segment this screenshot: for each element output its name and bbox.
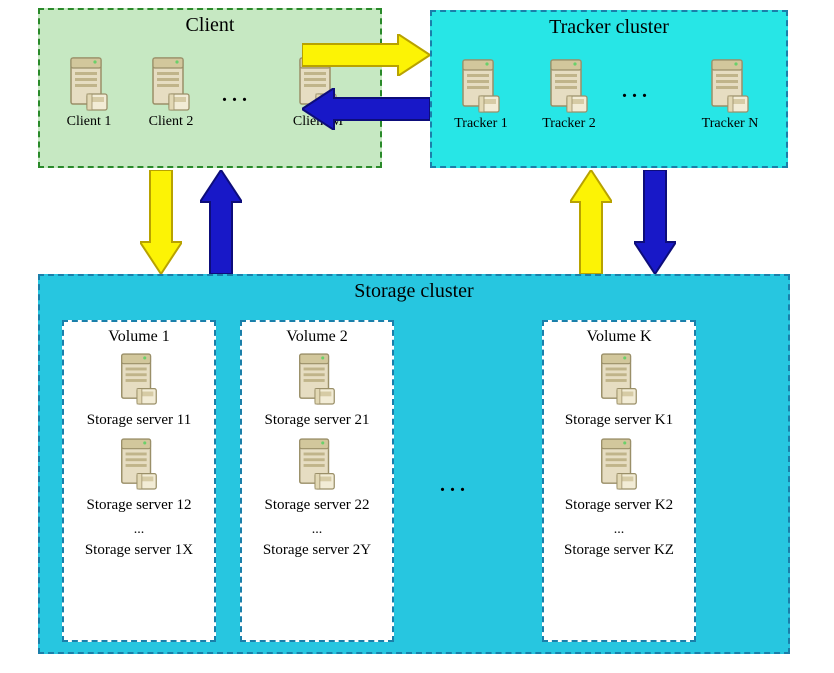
ellipsis: ... [544,522,694,538]
server-icon [457,58,505,116]
client-node-1: Client 1 [52,56,126,130]
volume-title: Volume 1 [64,328,214,346]
server-icon [116,437,162,493]
client-node-label: Client 1 [52,114,126,130]
tracker-cluster: Tracker cluster Tracker 1 Tracker 2 . . … [430,10,788,168]
volume-title: Volume K [544,328,694,346]
storage-server-label: Storage server 1X [64,542,214,559]
server-icon [545,58,593,116]
storage-server-label: Storage server 2Y [242,542,392,559]
arrow-tracker-to-storage [634,170,676,274]
server-icon [116,352,162,408]
volume-k: Volume K Storage server K1 Storage serve… [542,320,696,642]
ellipsis: ... [242,522,392,538]
server-icon [294,352,340,408]
tracker-title: Tracker cluster [432,16,786,39]
volume-title: Volume 2 [242,328,392,346]
volume-1: Volume 1 Storage server 11 Storage serve… [62,320,216,642]
storage-server-label: Storage server 21 [242,412,392,429]
tracker-node-label: Tracker 2 [530,116,608,132]
ellipsis: . . . [222,84,247,107]
ellipsis: . . . [440,474,465,497]
server-icon [294,437,340,493]
server-icon [147,56,195,114]
storage-server-label: Storage server 22 [242,497,392,514]
tracker-node-n: Tracker N [690,58,770,132]
tracker-node-label: Tracker N [690,116,770,132]
ellipsis: ... [64,522,214,538]
arrow-client-to-tracker [302,34,430,76]
client-node-label: Client 2 [134,114,208,130]
arrow-storage-to-client [200,170,242,274]
storage-server-label: Storage server 12 [64,497,214,514]
ellipsis: . . . [622,80,647,103]
server-icon [596,437,642,493]
storage-server-label: Storage server 11 [64,412,214,429]
storage-server-label: Storage server KZ [544,542,694,559]
server-icon [596,352,642,408]
arrow-client-to-storage [140,170,182,274]
arrow-tracker-to-client [302,88,430,130]
server-icon [706,58,754,116]
storage-title: Storage cluster [40,280,788,303]
volume-2: Volume 2 Storage server 21 Storage serve… [240,320,394,642]
storage-cluster: Storage cluster Volume 1 Storage server … [38,274,790,654]
tracker-node-1: Tracker 1 [442,58,520,132]
client-node-2: Client 2 [134,56,208,130]
tracker-node-2: Tracker 2 [530,58,608,132]
storage-server-label: Storage server K2 [544,497,694,514]
storage-server-label: Storage server K1 [544,412,694,429]
tracker-node-label: Tracker 1 [442,116,520,132]
server-icon [65,56,113,114]
arrow-storage-to-tracker [570,170,612,274]
